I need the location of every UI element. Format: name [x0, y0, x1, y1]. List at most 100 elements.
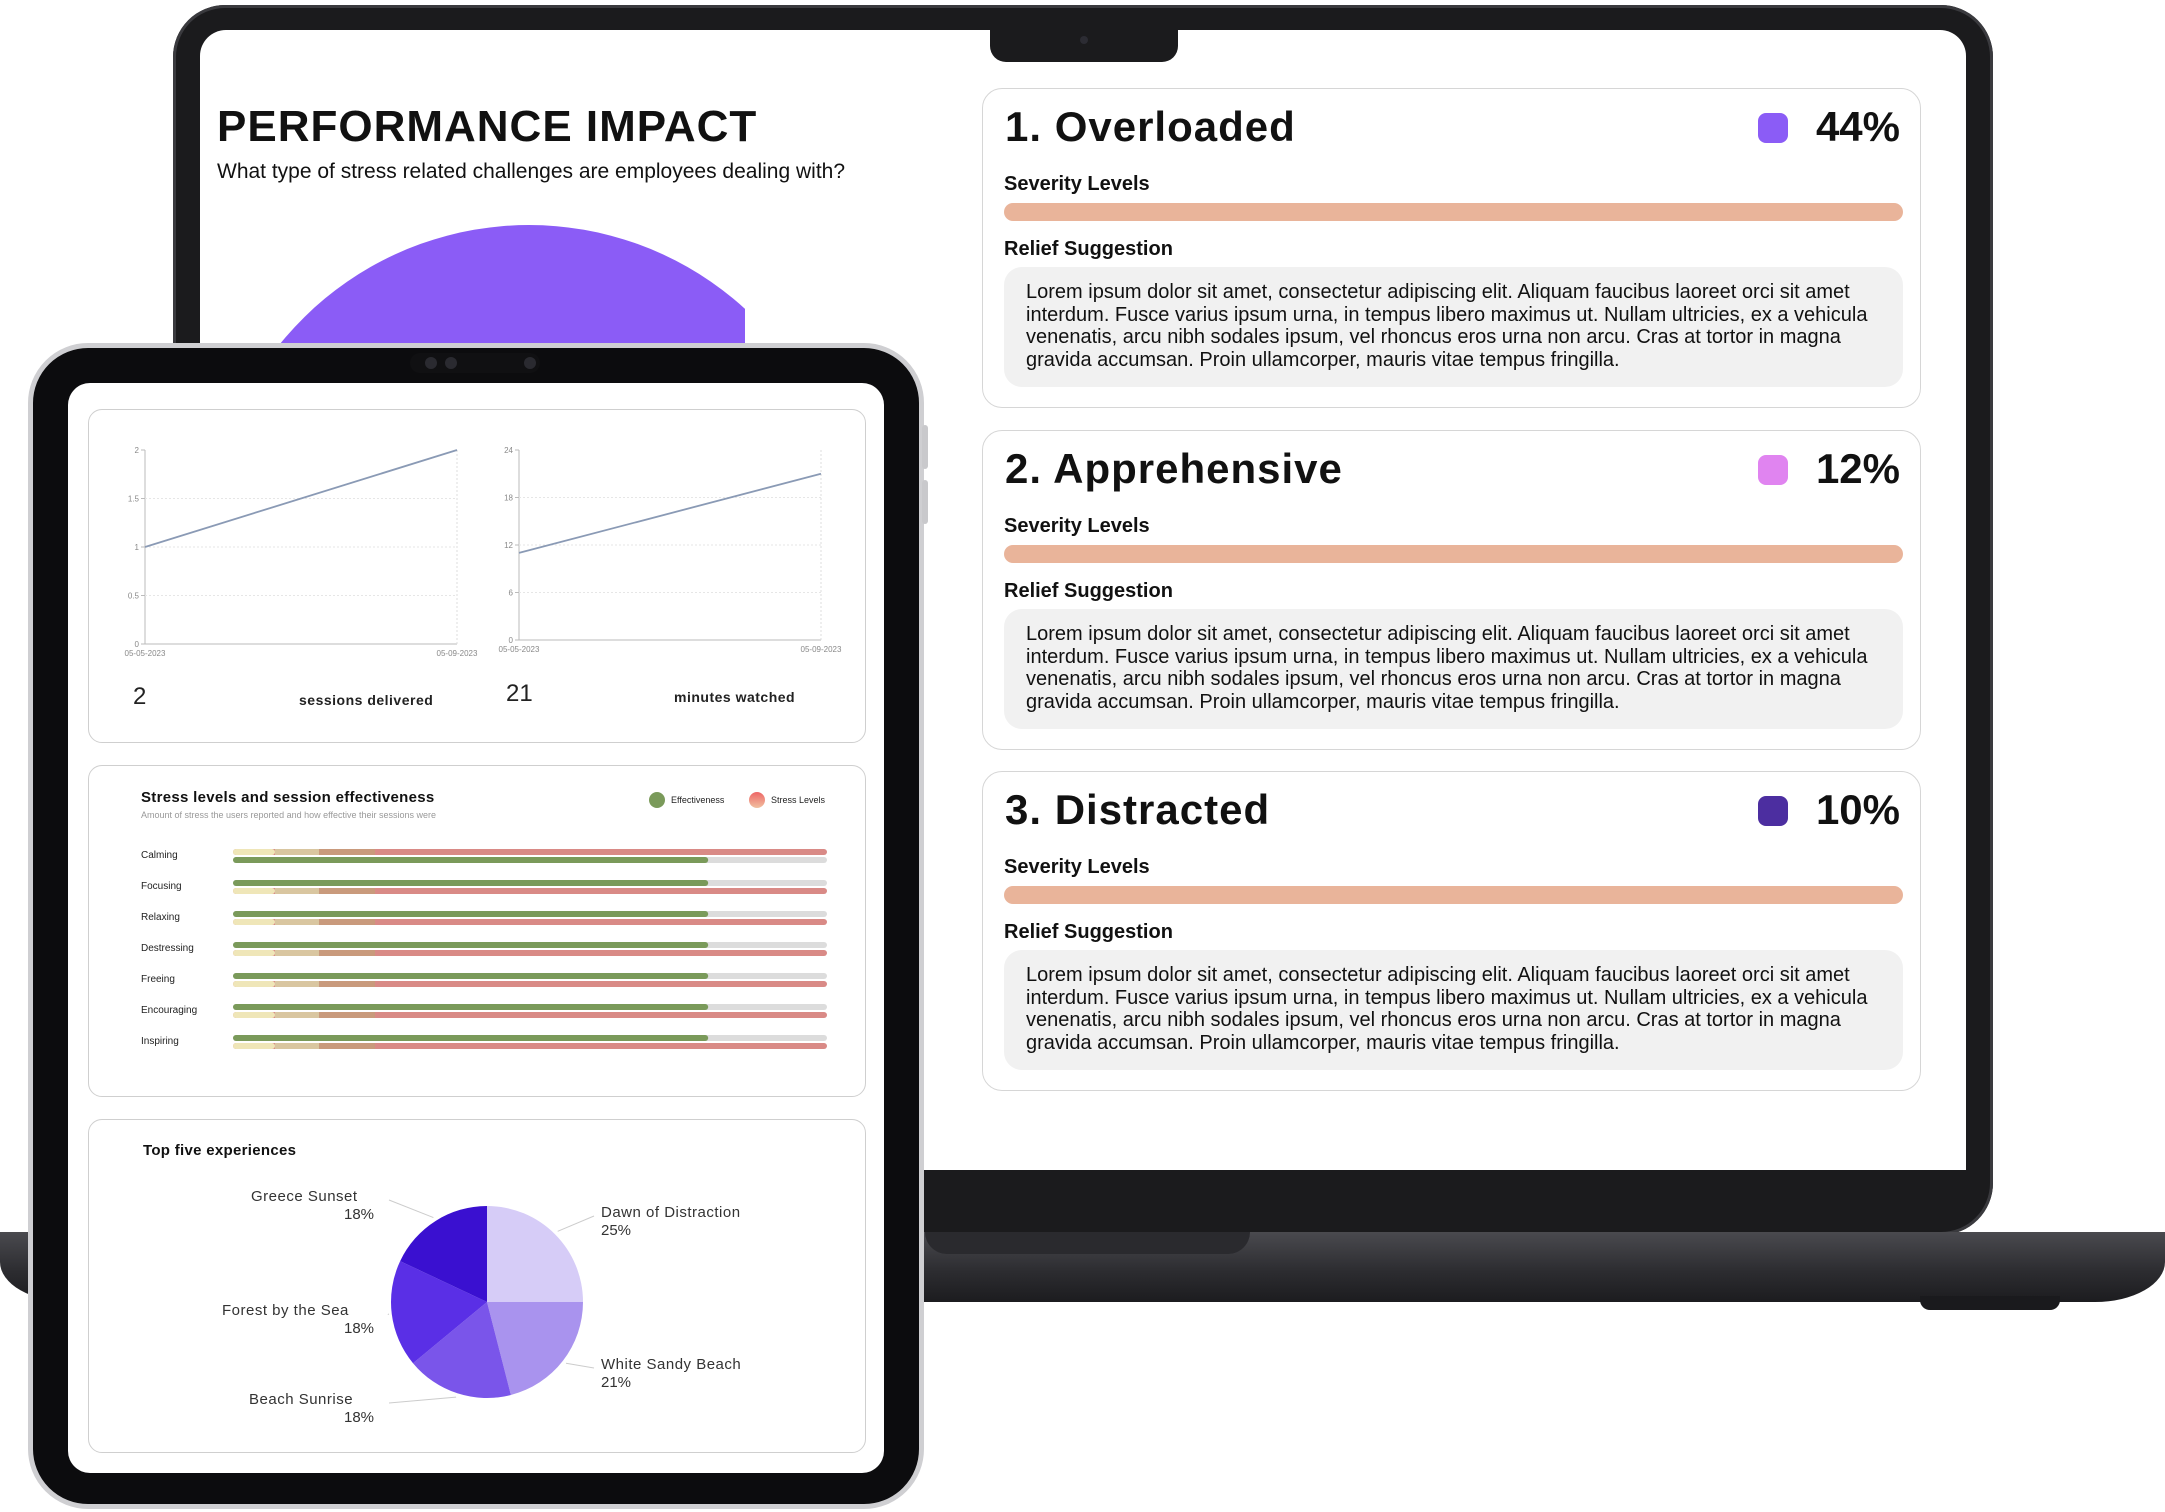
- y-tick-label: 1: [135, 543, 140, 552]
- stress-bar: [233, 1043, 827, 1049]
- stress-bar: [233, 950, 827, 956]
- effectiveness-bar: [233, 1035, 709, 1041]
- stress-bar-segment: [233, 950, 275, 956]
- stress-bar-segment: [275, 1043, 319, 1049]
- camera-icon: [445, 357, 457, 369]
- stress-bar: [233, 888, 827, 894]
- minutes-label: minutes watched: [674, 689, 796, 705]
- stress-chart-subtitle: Amount of stress the users reported and …: [141, 810, 436, 820]
- stress-bar-segment: [233, 1043, 275, 1049]
- pie-label: Forest by the Sea: [222, 1302, 349, 1319]
- laptop-foot: [1920, 1296, 2060, 1310]
- stress-bar: [233, 849, 827, 855]
- effectiveness-bar: [233, 1004, 709, 1010]
- pie-label: Dawn of Distraction: [601, 1204, 741, 1221]
- pie-leader-line: [388, 1396, 457, 1404]
- pie-leader-line: [565, 1362, 595, 1369]
- challenge-color-swatch: [1758, 455, 1788, 485]
- stress-bar-segment: [319, 888, 375, 894]
- y-tick-label: 0.5: [128, 592, 140, 601]
- top-experiences-pie: [387, 1199, 595, 1404]
- sessions-value: 2: [133, 683, 147, 710]
- stress-bar: [233, 1012, 827, 1018]
- severity-label: Severity Levels: [1004, 173, 1150, 195]
- relief-text: Lorem ipsum dolor sit amet, consectetur …: [1004, 267, 1903, 387]
- stress-bar-segment: [319, 849, 375, 855]
- stress-bar-segment: [233, 919, 275, 925]
- y-tick-label: 12: [504, 541, 513, 550]
- pie-slice: [400, 1206, 487, 1302]
- legend-effectiveness-icon: [649, 792, 665, 808]
- challenge-title: 2. Apprehensive: [1005, 445, 1343, 492]
- camera-icon: [425, 357, 437, 369]
- relief-text: Lorem ipsum dolor sit amet, consectetur …: [1004, 950, 1903, 1070]
- challenge-card[interactable]: 3. Distracted 10% Severity Levels Relief…: [982, 771, 1921, 1091]
- pie-label: Beach Sunrise: [249, 1391, 354, 1408]
- tablet-screen: 0 0.5 1 1.5 2 05-05-2023 05-09-2023 0 6 12 18 24 05-…: [68, 383, 884, 1473]
- severity-bar: [1004, 886, 1903, 904]
- x-tick-label: 05-09-2023: [437, 649, 478, 658]
- tablet-volume-button: [922, 480, 928, 524]
- row-label: Calming: [141, 850, 178, 861]
- legend-effectiveness-label: Effectiveness: [671, 795, 725, 805]
- stress-bar-segment: [319, 1012, 375, 1018]
- tablet-volume-button: [922, 425, 928, 469]
- stress-bar-segment: [319, 1043, 375, 1049]
- page-title: PERFORMANCE IMPACT: [217, 102, 758, 151]
- pie-leader-line: [387, 1313, 390, 1315]
- row-label: Relaxing: [141, 912, 180, 923]
- row-label: Inspiring: [141, 1036, 179, 1047]
- stress-bar-segment: [275, 950, 319, 956]
- usage-stats-panel: 0 0.5 1 1.5 2 05-05-2023 05-09-2023 0 6 12 18 24 05-…: [88, 409, 866, 743]
- stress-bar-segment: [233, 849, 275, 855]
- laptop-trackpad-lip: [925, 1232, 1250, 1254]
- challenge-title: 1. Overloaded: [1005, 103, 1296, 150]
- effectiveness-bar: [233, 857, 709, 863]
- stress-bar-segment: [275, 919, 319, 925]
- y-tick-label: 0: [509, 636, 514, 645]
- pie-slice: [279, 225, 745, 345]
- y-tick-label: 0: [135, 640, 140, 649]
- pie-slice: [390, 1261, 487, 1364]
- stress-bar-segment: [233, 1012, 275, 1018]
- relief-label: Relief Suggestion: [1004, 921, 1173, 943]
- tablet-camera-bar: [410, 353, 540, 373]
- stress-bar-segment: [233, 888, 275, 894]
- severity-bar: [1004, 545, 1903, 563]
- page-subtitle: What type of stress related challenges a…: [217, 160, 846, 183]
- stress-bar: [233, 981, 827, 987]
- legend-stress-label: Stress Levels: [771, 795, 826, 805]
- challenge-card[interactable]: 2. Apprehensive 12% Severity Levels Reli…: [982, 430, 1921, 750]
- stress-bar-segment: [275, 849, 319, 855]
- challenge-percent: 44%: [1815, 103, 1900, 150]
- x-tick-label: 05-05-2023: [125, 649, 166, 658]
- relief-label: Relief Suggestion: [1004, 238, 1173, 260]
- severity-bar: [1004, 203, 1903, 221]
- y-tick-label: 6: [509, 589, 514, 598]
- row-label: Focusing: [141, 881, 182, 892]
- stress-bar-chart: Calming Focusing Relaxing Destressing Freein…: [141, 849, 827, 1049]
- pie-percent: 18%: [344, 1320, 375, 1337]
- effectiveness-bar: [233, 880, 709, 886]
- stress-bar-segment: [319, 981, 375, 987]
- stress-bar-segment: [319, 919, 375, 925]
- challenge-card[interactable]: 1. Overloaded 44% Severity Levels Relief…: [982, 88, 1921, 408]
- y-tick-label: 2: [135, 446, 140, 455]
- challenge-color-swatch: [1758, 796, 1788, 826]
- challenge-percent: 12%: [1815, 445, 1900, 492]
- stress-chart-title: Stress levels and session effectiveness: [141, 789, 435, 806]
- relief-label: Relief Suggestion: [1004, 580, 1173, 602]
- challenge-color-swatch: [1758, 113, 1788, 143]
- x-tick-label: 05-05-2023: [499, 645, 540, 654]
- effectiveness-bar: [233, 911, 709, 917]
- relief-text: Lorem ipsum dolor sit amet, consectetur …: [1004, 609, 1903, 729]
- top-experiences-panel: Top five experiences Greece Sunset 18% D…: [88, 1119, 866, 1453]
- severity-label: Severity Levels: [1004, 515, 1150, 537]
- usage-line-charts: 0 0.5 1 1.5 2 05-05-2023 05-09-2023 0 6 12 18 24 05-…: [125, 446, 842, 658]
- pie-label: White Sandy Beach: [601, 1356, 742, 1373]
- stress-bar-segment: [275, 981, 319, 987]
- challenge-pie-chart: [279, 225, 745, 345]
- series-line: [144, 449, 458, 548]
- stress-bar-segment: [233, 981, 275, 987]
- legend-stress-icon: [749, 792, 765, 808]
